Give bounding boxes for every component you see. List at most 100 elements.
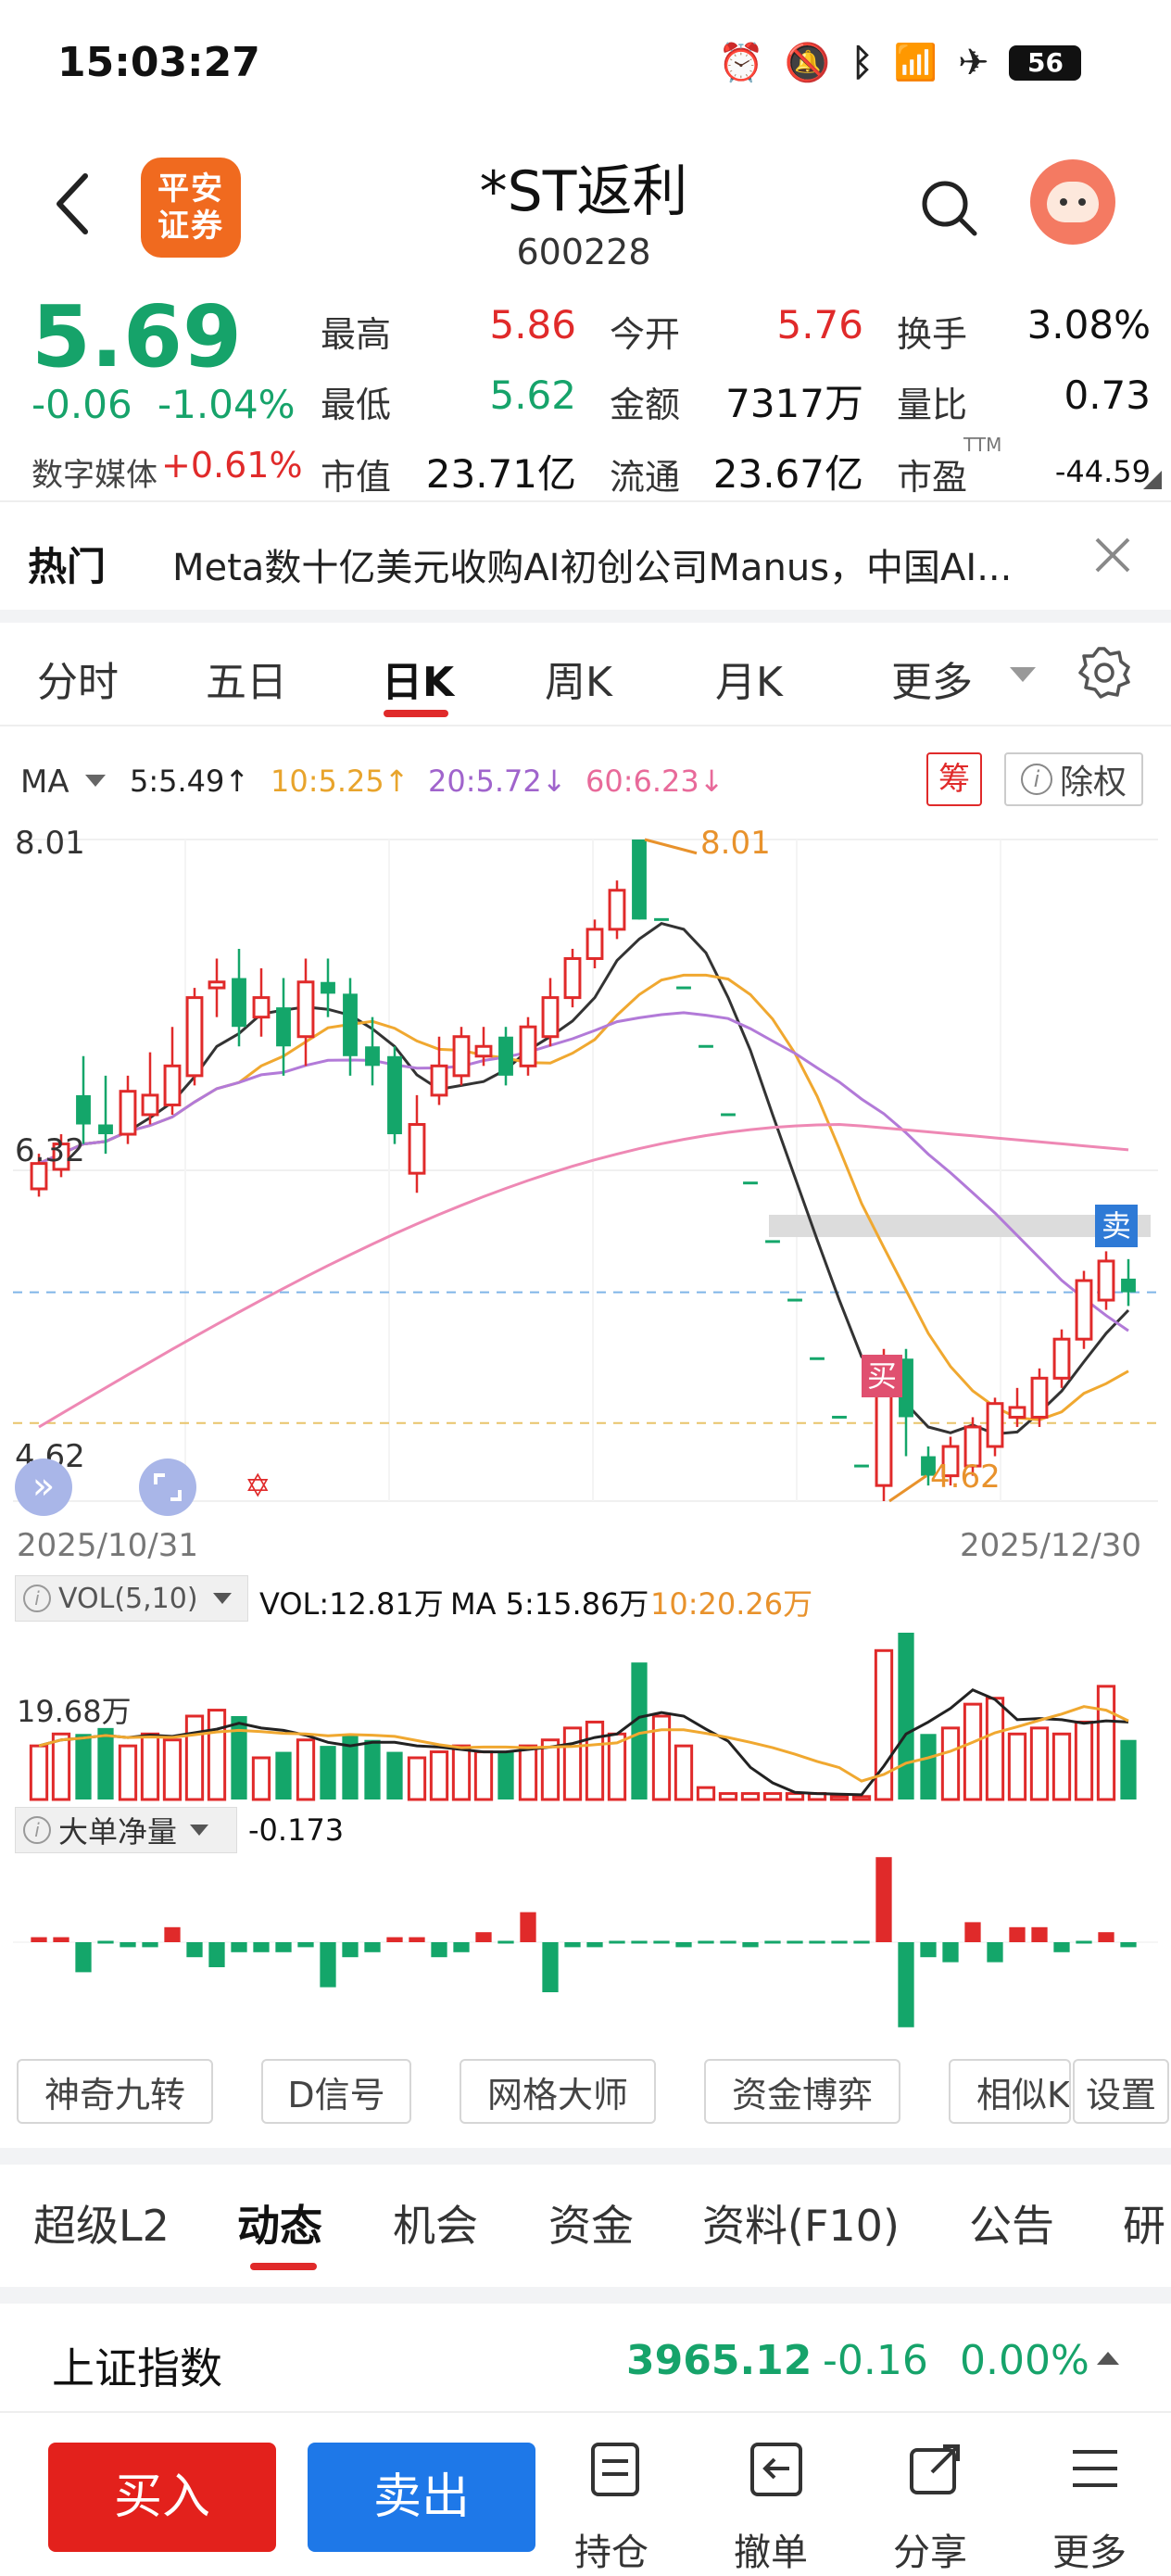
subtab-dynamics[interactable]: 动态 xyxy=(237,2201,322,2251)
volume-bar xyxy=(1051,1732,1072,1801)
kline-chart[interactable] xyxy=(0,815,1171,1547)
tab-monthly-k[interactable]: 月K xyxy=(715,659,783,706)
chart-tabs: 分时 五日 日K 周K 月K 更多 xyxy=(0,623,1171,726)
candle-body xyxy=(474,1044,493,1058)
tab-five-day[interactable]: 五日 xyxy=(206,659,287,706)
section-gap xyxy=(0,2287,1171,2304)
vol-ma10: 10:20.26万 xyxy=(650,1586,813,1622)
vol-ma10-line xyxy=(38,1705,1129,1783)
candle-body xyxy=(98,1124,113,1135)
candle-body xyxy=(632,840,647,920)
turnover-value: 3.08% xyxy=(1026,302,1151,347)
netflow-indicator-select[interactable]: i 大单净量 xyxy=(15,1807,237,1853)
candle-body xyxy=(519,1025,537,1067)
tool-d-signal[interactable]: D信号 xyxy=(261,2059,411,2124)
share-button[interactable] xyxy=(895,2433,978,2572)
assistant-avatar[interactable] xyxy=(1030,159,1115,245)
subtab-funds[interactable]: 资金 xyxy=(548,2201,634,2251)
netflow-bar xyxy=(1009,1926,1026,1942)
back-button[interactable] xyxy=(46,167,102,241)
subtab-opportunity[interactable]: 机会 xyxy=(393,2201,478,2251)
event-star-icon[interactable]: ✡ xyxy=(245,1468,271,1505)
tool-jiuzhuan[interactable]: 神奇九转 xyxy=(17,2059,213,2124)
volume-bar xyxy=(985,1697,1005,1801)
search-button[interactable] xyxy=(917,176,982,241)
candle-body xyxy=(608,889,626,931)
candle-body xyxy=(408,1123,426,1175)
chevron-left-icon xyxy=(57,173,88,234)
subtab-research[interactable]: 研 xyxy=(1123,2201,1165,2251)
subtab-l2[interactable]: 超级L2 xyxy=(33,2201,170,2251)
netflow-bar xyxy=(231,1942,247,1952)
subtab-announcements[interactable]: 公告 xyxy=(969,2201,1054,2251)
y-axis-mid: 6.32 xyxy=(15,1132,85,1169)
y-axis-top: 8.01 xyxy=(15,825,85,862)
volume-indicator-select[interactable]: i VOL(5,10) xyxy=(15,1575,248,1622)
position-button[interactable] xyxy=(574,2433,658,2572)
stock-title: *ST返利 xyxy=(479,159,688,224)
netflow-chart[interactable] xyxy=(0,1853,1171,2039)
tab-intraday[interactable]: 分时 xyxy=(37,659,119,706)
date-end: 2025/12/30 xyxy=(960,1527,1141,1564)
max-pointer xyxy=(644,838,698,855)
hot-news-bar[interactable]: 热门 Meta数十亿美元收购AI初创公司Manus，中国AI... xyxy=(0,508,1171,610)
netflow-bar xyxy=(75,1942,92,1973)
cancel-order-button[interactable] xyxy=(736,2433,819,2572)
candle-body xyxy=(76,1094,91,1125)
volume-bar xyxy=(342,1734,359,1799)
more-button[interactable] xyxy=(1054,2433,1138,2572)
chip-button[interactable]: 筹 xyxy=(926,752,982,806)
volume-bar xyxy=(29,1744,49,1801)
expand-corner-icon[interactable] xyxy=(1143,471,1162,489)
tool-similar-k[interactable]: 相似K xyxy=(949,2059,1071,2124)
volume-bar xyxy=(1074,1720,1094,1801)
chart-settings-button[interactable] xyxy=(1077,645,1132,701)
volume-bar xyxy=(585,1720,605,1801)
low-label: 最低 xyxy=(321,385,392,425)
expand-left-button[interactable]: » xyxy=(15,1458,72,1516)
candle-body xyxy=(899,1358,913,1418)
ma-label[interactable]: MA xyxy=(20,764,69,801)
exright-button[interactable]: i 除权 xyxy=(1004,752,1143,806)
netflow-bar xyxy=(275,1942,292,1952)
high-value: 5.86 xyxy=(489,302,576,347)
amount-value: 7317万 xyxy=(725,381,863,426)
tab-weekly-k[interactable]: 周K xyxy=(545,659,612,706)
hot-news-text[interactable]: Meta数十亿美元收购AI初创公司Manus，中国AI... xyxy=(172,547,1013,589)
volume-bar xyxy=(97,1727,114,1799)
volume-bar xyxy=(386,1751,403,1799)
volume-bar xyxy=(762,1792,783,1801)
volume-chart[interactable] xyxy=(0,1623,1171,1805)
fullscreen-button[interactable] xyxy=(139,1458,196,1516)
tab-more[interactable]: 更多 xyxy=(891,659,973,706)
candle-body xyxy=(1121,1278,1136,1293)
buy-button[interactable]: 买入 xyxy=(48,2443,276,2552)
ma5-value: 5:5.49↑ xyxy=(130,764,250,799)
netflow-bar xyxy=(1120,1942,1137,1948)
pe-label: 市盈 xyxy=(897,457,968,498)
ma60-line xyxy=(38,1122,1129,1429)
chevron-up-icon[interactable] xyxy=(1097,2352,1119,2365)
price-change: -0.06 xyxy=(31,382,132,427)
pe-value: -44.59 xyxy=(1054,454,1151,489)
candle-body xyxy=(387,1055,402,1135)
pe-ttm-sup: TTM xyxy=(963,434,1002,456)
sector-change: +0.61% xyxy=(161,445,303,486)
sell-button[interactable]: 卖出 xyxy=(308,2443,535,2552)
tool-grid-master[interactable]: 网格大师 xyxy=(460,2059,656,2124)
subtab-f10[interactable]: 资料(F10) xyxy=(702,2201,900,2251)
tab-daily-k[interactable]: 日K xyxy=(382,659,455,706)
volume-bar xyxy=(785,1792,805,1801)
ma-dropdown-icon[interactable] xyxy=(85,775,106,787)
volume-bar xyxy=(140,1732,160,1801)
index-bar[interactable]: 上证指数 3965.12 -0.16 0.00% xyxy=(0,2304,1171,2413)
volume-bar xyxy=(451,1744,472,1801)
volume-bar xyxy=(497,1751,514,1799)
close-button[interactable] xyxy=(1089,532,1136,578)
volratio-label: 量比 xyxy=(897,385,968,425)
tool-fund-game[interactable]: 资金博弈 xyxy=(704,2059,900,2124)
netflow-bar xyxy=(964,1922,981,1942)
volume-bar xyxy=(696,1786,716,1801)
index-change: -0.16 xyxy=(823,2337,928,2384)
tool-settings[interactable]: 设置 xyxy=(1073,2059,1169,2124)
